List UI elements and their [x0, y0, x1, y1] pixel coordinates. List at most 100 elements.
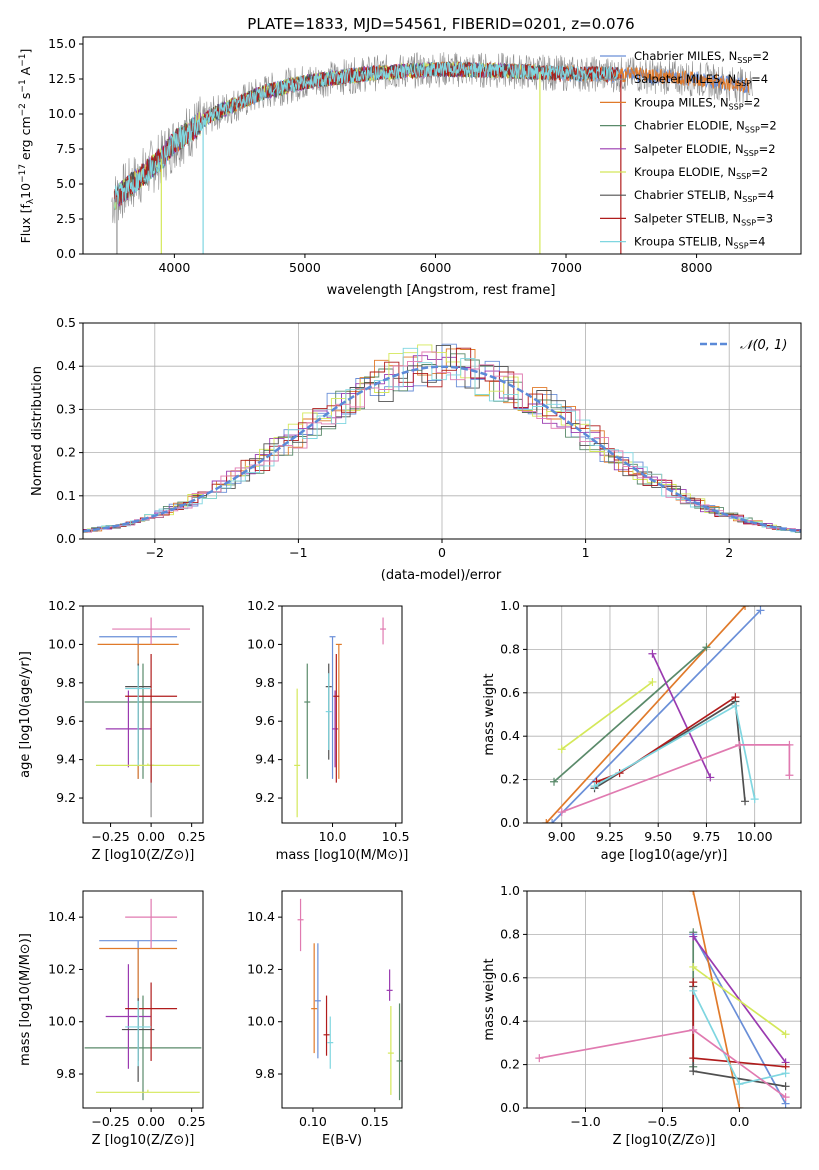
y-tick-label: 0.1 [56, 488, 76, 503]
point-marker [735, 1104, 744, 1108]
series-line [561, 681, 653, 750]
legend: Chabrier MILES, NSSP=2 Salpeter MILES, NS… [600, 49, 777, 251]
point-marker [731, 693, 740, 702]
series-line [561, 744, 791, 813]
y-tick-label: 0.0 [56, 246, 76, 261]
legend-value: =4 [751, 72, 768, 86]
series-line [553, 646, 708, 783]
y-tick-label: 9.2 [255, 790, 275, 805]
point-marker [785, 771, 794, 780]
legend-label: Kroupa MILES, NSSP=2 [634, 95, 760, 111]
series-line [651, 653, 712, 778]
plot-frame [281, 890, 403, 1109]
legend-value: =2 [759, 142, 776, 156]
y-tick-label: 0.4 [56, 358, 76, 373]
y-tick-label: 9.8 [255, 1066, 275, 1081]
series-line [551, 609, 762, 823]
legend-label: Salpeter STELIB, NSSP=3 [634, 211, 773, 227]
x-tick-label: 0 [438, 545, 446, 560]
legend-subscript: SSP [734, 242, 749, 251]
y-tick-label: 9.4 [56, 752, 76, 767]
legend-value: =4 [749, 235, 766, 249]
plot-marks [297, 898, 402, 1101]
y-tick-label: 9.2 [56, 790, 76, 805]
y-tick-label: 0.6 [500, 970, 520, 985]
point-marker [535, 1054, 544, 1063]
y-tick-label: 0.4 [500, 1013, 520, 1028]
axis-ticks: −2 −1 0 1 2 0.0 0.1 0.2 0.3 0.4 0.5 [56, 315, 733, 560]
legend-subscript: SSP [736, 79, 751, 88]
x-tick-label: −1 [289, 545, 307, 560]
y-tick-label: 10.2 [48, 961, 76, 976]
point-marker [781, 1030, 790, 1039]
legend-label: Kroupa ELODIE, NSSP=2 [634, 165, 768, 181]
y-axis-label: age [log10(age/yr)] [18, 651, 33, 778]
y-tick-label: 0.0 [500, 815, 520, 830]
legend-value: =3 [756, 211, 773, 225]
point-marker [590, 782, 599, 791]
y-axis-label: Flux [fλ10−17 erg cm−2 s−1 A−1] [18, 49, 36, 244]
x-tick-label: 0.0 [729, 1114, 749, 1129]
legend-subscript: SSP [741, 218, 756, 227]
legend-label: Salpeter MILES, NSSP=4 [634, 72, 768, 88]
x-axis-label: E(B-V) [322, 1133, 362, 1148]
y-tick-label: 0.0 [500, 1100, 520, 1115]
plot-frame [526, 605, 802, 824]
y-tick-label: 0.2 [56, 445, 76, 460]
mass-vs-ebv-panel: 0.10 0.15 9.8 10.0 10.2 10.4 E(B-V) [247, 890, 403, 1148]
plot-frame [82, 36, 802, 255]
y-tick-label: 12.5 [48, 71, 76, 86]
legend-value: =2 [751, 165, 768, 179]
legend-label: Salpeter ELODIE, NSSP=2 [634, 142, 776, 158]
point-marker [756, 606, 765, 615]
point-marker [689, 962, 698, 971]
point-marker [735, 740, 744, 749]
plot-marks [84, 898, 202, 1101]
plot-marks [535, 891, 790, 1108]
x-tick-label: −1.0 [570, 1114, 600, 1129]
weight-vs-z-panel: −1.0 −0.5 0.0 0.0 0.2 0.4 0.6 0.8 1.0 Z [log10(Z/… [482, 883, 802, 1148]
y-tick-label: 9.6 [255, 713, 275, 728]
series-line [692, 936, 787, 1063]
y-axis-label: mass [log10(M/M⊙)] [18, 933, 33, 1066]
x-axis-label: wavelength [Angstrom, rest frame] [327, 283, 556, 298]
x-axis-label: mass [log10(M/M⊙)] [276, 848, 409, 863]
point-marker [689, 1025, 698, 1034]
x-tick-label: 9.50 [644, 829, 672, 844]
y-tick-label: 15.0 [48, 36, 76, 51]
x-tick-label: 0.10 [299, 1114, 327, 1129]
x-tick-label: 5000 [289, 260, 321, 275]
x-tick-label: 6000 [420, 260, 452, 275]
series-line [545, 606, 746, 823]
legend-value: =2 [752, 49, 769, 63]
y-tick-label: 1.0 [500, 883, 520, 898]
plot-marks [542, 606, 794, 823]
x-tick-label: −0.25 [91, 829, 129, 844]
point-marker [735, 1080, 744, 1089]
point-marker [731, 701, 740, 710]
y-tick-label: 7.5 [56, 141, 76, 156]
y-tick-label: 0.6 [500, 685, 520, 700]
y-tick-label: 0.0 [56, 531, 76, 546]
y-tick-label: 5.0 [56, 176, 76, 191]
y-tick-label: 10.0 [48, 636, 76, 651]
residual-panel: −2 −1 0 1 2 0.0 0.1 0.2 0.3 0.4 0.5 (data-model)/e… [30, 315, 802, 583]
point-marker [706, 773, 715, 782]
point-marker [550, 777, 559, 786]
x-tick-label: 7000 [550, 260, 582, 275]
point-marker [542, 819, 551, 823]
y-tick-label: 0.5 [56, 315, 76, 330]
spectrum-panel: PLATE=1833, MJD=54561, FIBERID=0201, z=0… [18, 15, 802, 298]
y-tick-label: 10.0 [247, 636, 275, 651]
point-marker [689, 891, 698, 895]
histogram-kroupa_stelib [83, 347, 801, 533]
point-marker [548, 819, 557, 823]
x-tick-label: 0.00 [137, 829, 165, 844]
y-tick-label: 10.0 [48, 1014, 76, 1029]
y-tick-label: 9.6 [56, 713, 76, 728]
axis-ticks: 4000 5000 6000 7000 8000 0.0 2.5 5.0 7.5 10.0 12.5… [48, 36, 712, 275]
point-marker [741, 797, 750, 806]
legend-label: Chabrier STELIB, NSSP=4 [634, 188, 774, 204]
x-tick-label: −0.5 [647, 1114, 677, 1129]
